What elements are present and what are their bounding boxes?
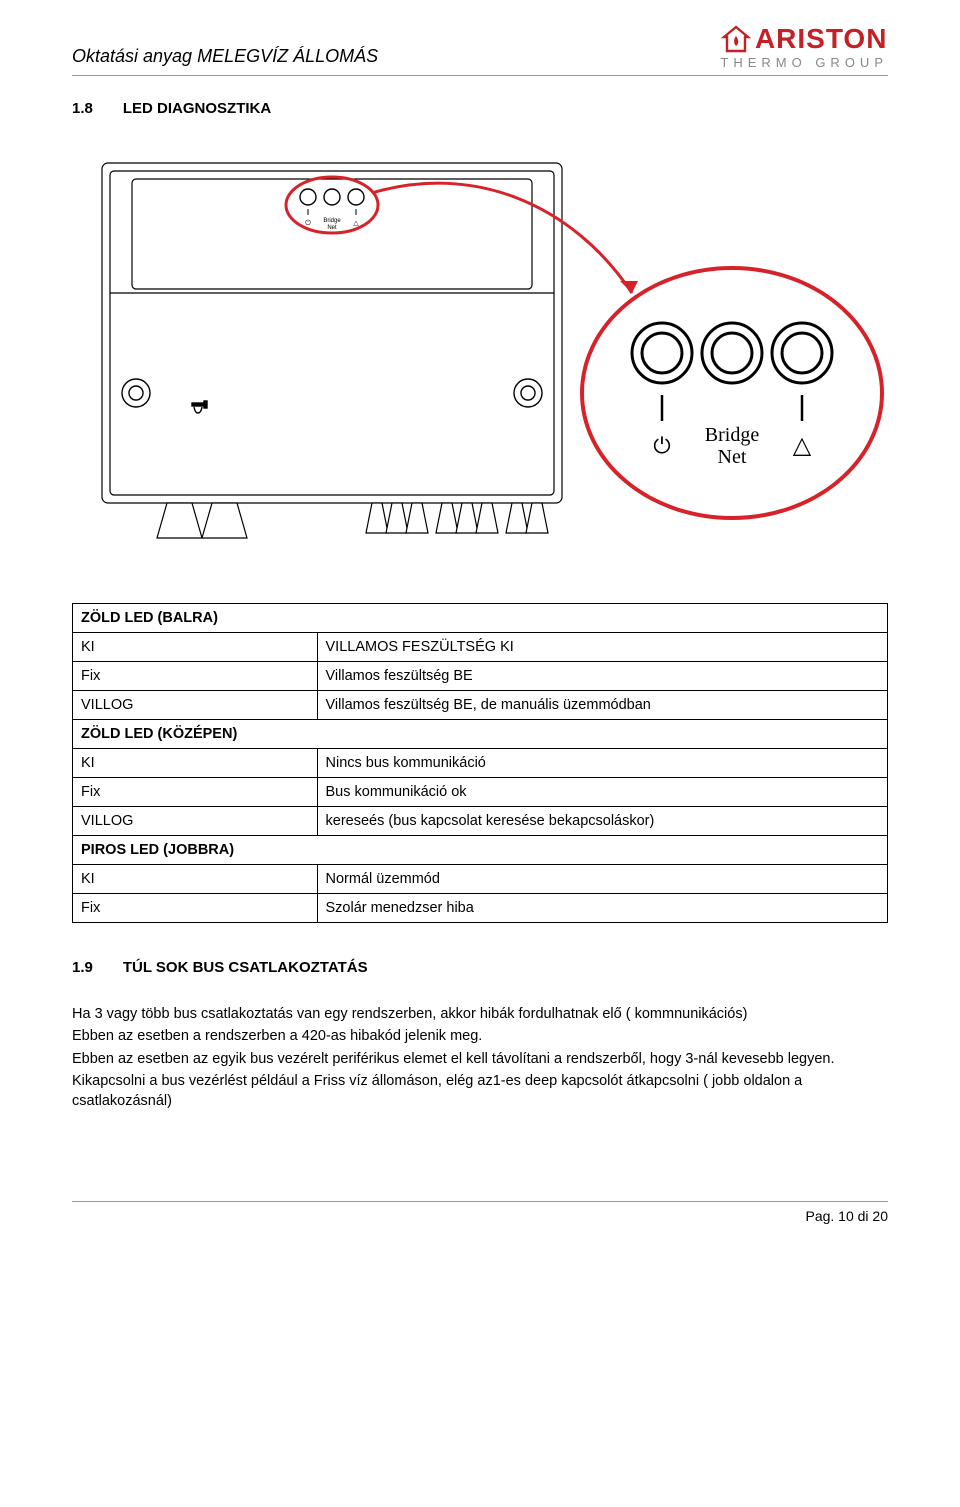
table-header-green-left: ZÖLD LED (BALRA) — [73, 604, 888, 633]
power-icon: ⏻ — [653, 433, 670, 458]
section-heading-1: 1.8 LED DIAGNOSZTIKA — [72, 100, 888, 117]
logo-subtitle: THERMO GROUP — [720, 56, 888, 69]
paragraph: Kikapcsolni a bus vezérlést például a Fr… — [72, 1071, 888, 1112]
section-number: 1.8 — [72, 100, 93, 117]
section-title: LED DIAGNOSZTIKA — [123, 100, 271, 117]
section-title: TÚL SOK BUS CSATLAKOZTATÁS — [123, 959, 368, 976]
section-heading-2: 1.9 TÚL SOK BUS CSATLAKOZTATÁS — [72, 959, 888, 976]
led-diagnostics-table: ZÖLD LED (BALRA) KIVILLAMOS FESZÜLTSÉG K… — [72, 603, 888, 923]
table-cell: KI — [73, 633, 318, 662]
brand-logo: ARISTON THERMO GROUP — [720, 24, 888, 69]
page-footer: Pag. 10 di 20 — [72, 1201, 888, 1224]
table-cell: KI — [73, 749, 318, 778]
table-cell: Fix — [73, 894, 318, 923]
table-cell: Szolár menedzser hiba — [317, 894, 888, 923]
table-cell: Fix — [73, 662, 318, 691]
table-cell: VILLOG — [73, 691, 318, 720]
body-paragraphs: Ha 3 vagy több bus csatlakoztatás van eg… — [72, 1004, 888, 1111]
section-number: 1.9 — [72, 959, 93, 976]
warning-icon: △ — [793, 432, 812, 459]
logo-word: ARISTON — [755, 25, 888, 53]
svg-text:Bridge: Bridge — [323, 218, 341, 224]
svg-text:Bridge: Bridge — [705, 424, 760, 446]
table-cell: KI — [73, 865, 318, 894]
table-cell: Normál üzemmód — [317, 865, 888, 894]
table-cell: VILLOG — [73, 807, 318, 836]
table-cell: VILLAMOS FESZÜLTSÉG KI — [317, 633, 888, 662]
paragraph: Ebben az esetben az egyik bus vezérelt p… — [72, 1049, 888, 1069]
table-cell: kereseés (bus kapcsolat keresése bekapcs… — [317, 807, 888, 836]
paragraph: Ebben az esetben a rendszerben a 420-as … — [72, 1026, 888, 1046]
svg-text:Net: Net — [718, 446, 747, 468]
table-cell: Bus kommunikáció ok — [317, 778, 888, 807]
header-title: Oktatási anyag MELEGVÍZ ÁLLOMÁS — [72, 46, 378, 69]
device-diagram: ⏻ Bridge Net △ — [72, 143, 888, 573]
table-header-red: PIROS LED (JOBBRA) — [73, 836, 888, 865]
house-flame-icon — [721, 24, 751, 54]
table-cell: Nincs bus kommunikáció — [317, 749, 888, 778]
svg-text:⏻: ⏻ — [305, 219, 311, 227]
table-cell: Villamos feszültség BE — [317, 662, 888, 691]
page-header: Oktatási anyag MELEGVÍZ ÁLLOMÁS ARISTON … — [72, 24, 888, 76]
table-cell: Fix — [73, 778, 318, 807]
svg-text:Net: Net — [327, 225, 337, 231]
table-cell: Villamos feszültség BE, de manuális üzem… — [317, 691, 888, 720]
page-number: Pag. 10 di 20 — [805, 1208, 888, 1224]
svg-text:△: △ — [353, 220, 359, 227]
paragraph: Ha 3 vagy több bus csatlakoztatás van eg… — [72, 1004, 888, 1024]
table-header-green-mid: ZÖLD LED (KÖZÉPEN) — [73, 720, 888, 749]
